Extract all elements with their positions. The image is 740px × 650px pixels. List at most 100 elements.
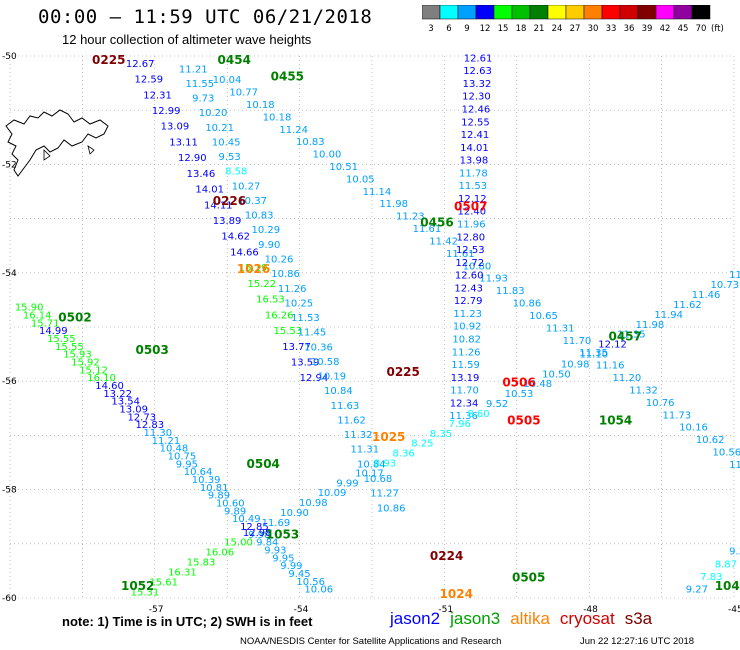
- wave-height-label: 14.01: [195, 185, 224, 196]
- y-tick-label: -50: [2, 52, 17, 62]
- wave-height-label: 13.54: [111, 397, 140, 408]
- wave-height-label: 11.55: [186, 79, 215, 90]
- pass-time-label: 1048: [715, 579, 740, 593]
- wave-height-label: 12.60: [455, 271, 484, 282]
- y-tick-label: -60: [2, 594, 17, 604]
- x-tick-label: -54: [294, 605, 309, 615]
- wave-height-label: 11.63: [331, 401, 360, 412]
- wave-height-label: 10.21: [205, 123, 234, 134]
- y-tick-label: -52: [2, 160, 17, 170]
- wave-height-label: 14.01: [460, 143, 489, 154]
- wave-height-label: 10.76: [646, 398, 675, 409]
- wave-height-label: 10.62: [696, 435, 725, 446]
- wave-height-label: 13.98: [460, 156, 489, 167]
- wave-height-label: 9.95: [272, 553, 294, 564]
- wave-height-label: 13.46: [187, 169, 216, 180]
- wave-height-label: 12.34: [450, 398, 479, 409]
- wave-height-label: 15.22: [247, 279, 276, 290]
- wave-height-label: 11.96: [457, 220, 486, 231]
- color-scale-swatch: [493, 5, 513, 20]
- wave-height-label: 11.42: [429, 236, 458, 247]
- wave-height-label: 13.22: [103, 389, 132, 400]
- wave-height-label: 10.20: [199, 108, 228, 119]
- pass-time-label: 0224: [430, 549, 463, 563]
- wave-height-label: 11.98: [379, 199, 408, 210]
- wave-height-label: 10.77: [229, 88, 258, 99]
- wave-height-label: 11.61: [446, 249, 475, 260]
- wave-height-label: 11.59: [451, 360, 480, 371]
- wave-height-label: 11.70: [563, 336, 592, 347]
- wave-height-label: 14.60: [95, 381, 124, 392]
- wave-height-label: 10.05: [346, 174, 375, 185]
- wave-height-label: 13.89: [213, 216, 242, 227]
- wave-height-label: 10.81: [200, 483, 229, 494]
- wave-height-label: 11.46: [692, 290, 721, 301]
- color-scale-swatch: [529, 5, 549, 20]
- wave-height-label: 11.23: [453, 309, 482, 320]
- wave-height-label: 15.83: [187, 558, 216, 569]
- chart-title: 00:00 – 11:59 UTC 06/21/2018: [38, 6, 373, 28]
- wave-height-label: 15.55: [47, 334, 76, 345]
- pass-time-label: 0226: [213, 194, 246, 208]
- wave-height-label: 10.18: [246, 100, 275, 111]
- wave-height-label: 11.31: [546, 323, 575, 334]
- wave-height-label: 10.16: [679, 423, 708, 434]
- wave-height-label: 8.35: [430, 429, 452, 440]
- wave-height-label: 12.31: [143, 90, 172, 101]
- wave-height-label: 15.61: [149, 577, 178, 588]
- wave-height-label: 10.75: [168, 451, 197, 462]
- wave-height-label: 12.94: [300, 373, 329, 384]
- wave-height-label: 11.45: [298, 328, 327, 339]
- wave-height-label: 11.98: [636, 320, 665, 331]
- chart-subtitle: 12 hour collection of altimeter wave hei…: [62, 32, 312, 47]
- falkland-islands-coastline: [5, 109, 109, 177]
- wave-height-label: 10.83: [296, 137, 325, 148]
- wave-height-label: 11.41: [729, 270, 740, 281]
- wave-height-label: 12.53: [456, 245, 485, 256]
- x-tick-label: -45: [728, 605, 740, 615]
- wave-height-label: 11.32: [629, 385, 658, 396]
- wave-height-label: 10.37: [238, 196, 267, 207]
- wave-height-label: 10.49: [232, 514, 261, 525]
- wave-height-label: 13.09: [119, 405, 148, 416]
- color-scale-value: 12: [480, 24, 491, 34]
- wave-height-label: 10.65: [529, 311, 558, 322]
- wave-height-label: 7.96: [449, 419, 471, 430]
- wave-height-label: 10.58: [311, 357, 340, 368]
- wave-height-label: 9.89: [224, 506, 246, 517]
- x-tick-label: -51: [438, 605, 453, 615]
- pass-time-label: 0225: [92, 53, 125, 67]
- pass-time-label: 1052: [121, 579, 154, 593]
- wave-height-label: 12.59: [135, 75, 164, 86]
- wave-height-label: 14.66: [230, 247, 259, 258]
- wave-height-label: 10.98: [299, 498, 328, 509]
- wave-height-label: 16.14: [23, 311, 52, 322]
- color-scale-value: 42: [660, 24, 671, 34]
- wave-height-label: 11.83: [496, 286, 525, 297]
- color-scale-value: 70: [696, 24, 707, 34]
- wave-height-label: 12.83: [135, 420, 164, 431]
- wave-height-label: 11.23: [396, 212, 425, 223]
- wave-height-label: 11.53: [291, 313, 320, 324]
- wave-height-label: 15.12: [79, 365, 108, 376]
- wave-height-label: 10.17: [355, 468, 384, 479]
- color-scale-swatch: [637, 5, 657, 20]
- wave-height-label: 10.56: [713, 448, 740, 459]
- wave-height-label: 9.53: [219, 152, 241, 163]
- wave-height-label: 10.25: [284, 298, 313, 309]
- x-tick-label: -48: [583, 605, 598, 615]
- pass-time-label: 0505: [507, 414, 540, 428]
- color-scale-swatch: [673, 5, 693, 20]
- wave-height-label: 11.36: [449, 411, 478, 422]
- wave-height-label: 11.35: [579, 348, 608, 359]
- wave-height-label: 10.56: [296, 577, 325, 588]
- color-scale-swatch: [583, 5, 603, 20]
- pass-time-label: 1054: [599, 414, 632, 428]
- wave-height-label: 11.94: [654, 310, 683, 321]
- satellite-legend-item: jason2: [390, 609, 441, 628]
- wave-height-label: 12.46: [462, 105, 491, 116]
- wave-height-label: 9.27: [686, 585, 708, 596]
- wave-height-label: 9.89: [208, 491, 230, 502]
